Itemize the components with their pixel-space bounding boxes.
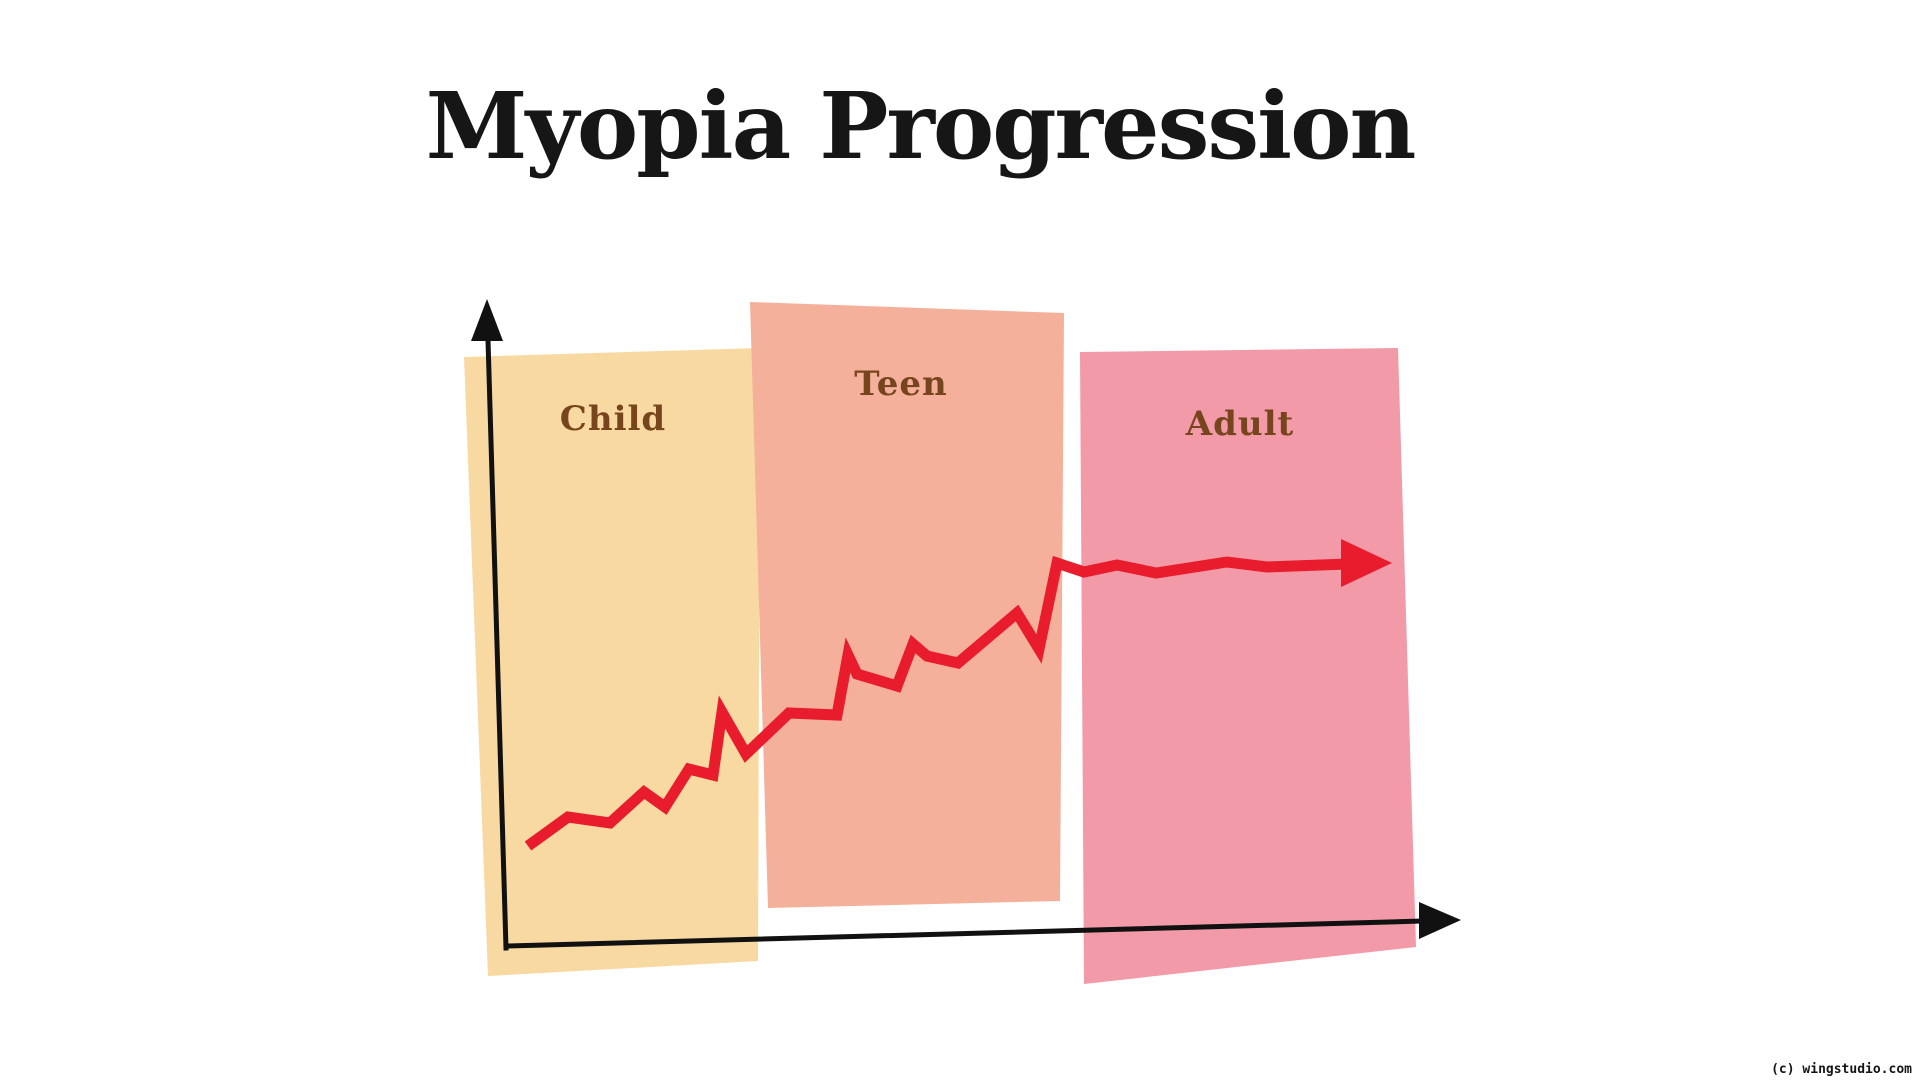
band-teen xyxy=(750,302,1064,908)
x-axis xyxy=(503,902,1461,949)
band-child xyxy=(464,348,760,976)
watermark: (c) wingstudio.com xyxy=(1771,1062,1912,1077)
trend-line xyxy=(524,555,1349,851)
trend-arrow-icon xyxy=(1341,539,1392,587)
page-title: Myopia Progression xyxy=(425,72,1417,180)
band-label-adult: Adult xyxy=(1185,404,1295,444)
band-adult xyxy=(1080,348,1416,984)
y-axis-arrow-icon xyxy=(471,299,503,341)
band-label-child: Child xyxy=(559,399,667,439)
band-label-teen: Teen xyxy=(854,364,948,404)
y-axis-line xyxy=(485,337,509,951)
x-axis-arrow-icon xyxy=(1419,902,1461,939)
y-axis xyxy=(471,299,509,951)
x-axis-line xyxy=(503,918,1427,949)
